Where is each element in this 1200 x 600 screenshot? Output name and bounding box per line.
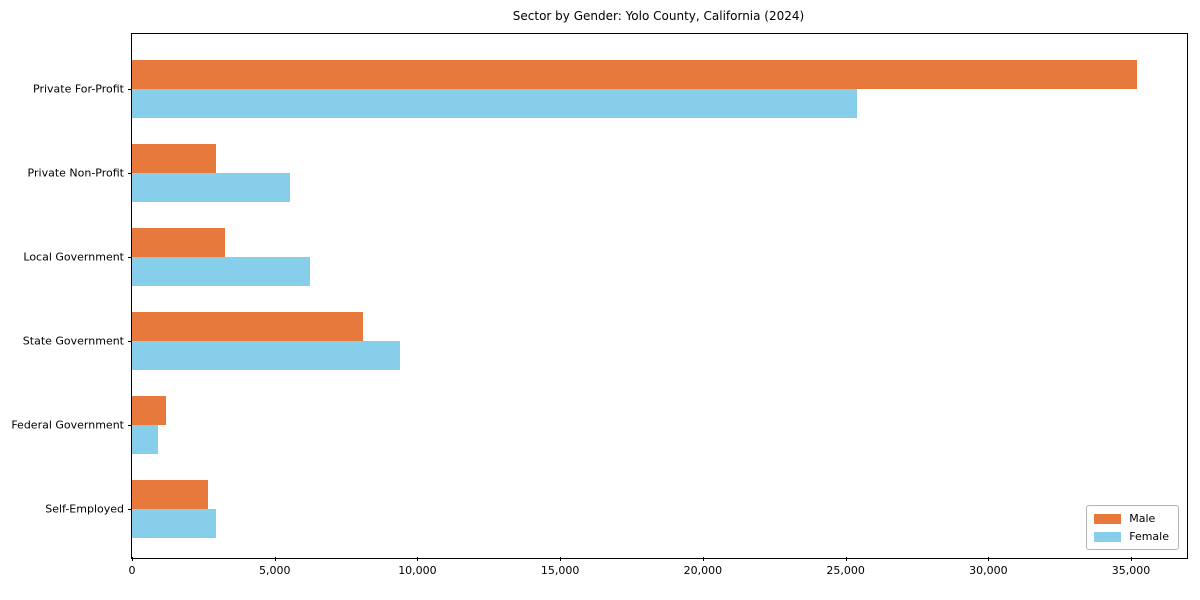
- legend-swatch-male: [1094, 513, 1122, 524]
- chart-title: Sector by Gender: Yolo County, Californi…: [512, 9, 805, 23]
- bar-male-self-employed: [132, 479, 208, 509]
- legend-item-male: Male: [1094, 512, 1169, 525]
- bar-male-local-government: [132, 227, 225, 257]
- legend-label-female: Female: [1129, 530, 1169, 543]
- ytick-label-local-government: Local Government: [23, 250, 124, 264]
- plot-area: Private For-Profit Private Non-Profit Loca…: [11, 33, 1188, 577]
- ytick-label-state-government: State Government: [22, 334, 124, 348]
- legend-item-female: Female: [1094, 530, 1169, 543]
- legend-swatch-female: [1094, 531, 1122, 542]
- xtick-label-0: 0: [128, 564, 136, 577]
- bar-male-state-government: [132, 311, 363, 341]
- bar-female-state-government: [132, 340, 400, 370]
- ytick-mark-private-non-profit: [128, 172, 132, 174]
- xtick-mark-10000: [417, 557, 419, 561]
- xtick-label-15000: 15,000: [540, 564, 580, 577]
- bar-female-federal-government: [132, 424, 158, 454]
- bar-female-private-for-profit: [132, 89, 857, 118]
- xtick-mark-25000: [845, 557, 847, 561]
- xtick-label-10000: 10,000: [398, 564, 437, 577]
- ytick-mark-local-government: [128, 256, 132, 258]
- ytick-mark-federal-government: [128, 424, 132, 426]
- bar-male-private-non-profit: [132, 143, 216, 173]
- ytick-mark-self-employed: [128, 508, 132, 510]
- ytick-label-private-non-profit: Private Non-Profit: [27, 166, 124, 180]
- ytick-label-private-for-profit: Private For-Profit: [33, 82, 124, 96]
- xtick-label-5000: 5,000: [258, 564, 291, 577]
- bar-male-federal-government: [132, 395, 166, 425]
- xtick-mark-0: [132, 557, 133, 561]
- ytick-label-self-employed: Self-Employed: [45, 502, 124, 515]
- xtick-label-30000: 30,000: [969, 564, 1008, 577]
- legend: Male Female: [1086, 505, 1179, 550]
- xtick-label-35000: 35,000: [1111, 564, 1151, 577]
- bar-female-self-employed: [132, 508, 216, 538]
- xtick-label-20000: 20,000: [683, 564, 723, 577]
- bar-male-private-for-profit: [132, 60, 1137, 89]
- ytick-label-federal-government: Federal Government: [11, 418, 124, 432]
- bar-female-local-government: [132, 256, 310, 286]
- xtick-mark-35000: [1131, 557, 1133, 561]
- xtick-mark-20000: [702, 557, 704, 561]
- xtick-mark-5000: [274, 557, 276, 561]
- xtick-mark-15000: [560, 557, 562, 561]
- bar-female-private-non-profit: [132, 172, 290, 202]
- legend-label-male: Male: [1129, 512, 1156, 525]
- ytick-mark-state-government: [128, 340, 132, 342]
- ytick-mark-private-for-profit: [128, 89, 132, 90]
- xtick-mark-30000: [988, 557, 990, 561]
- xtick-label-25000: 25,000: [826, 564, 865, 577]
